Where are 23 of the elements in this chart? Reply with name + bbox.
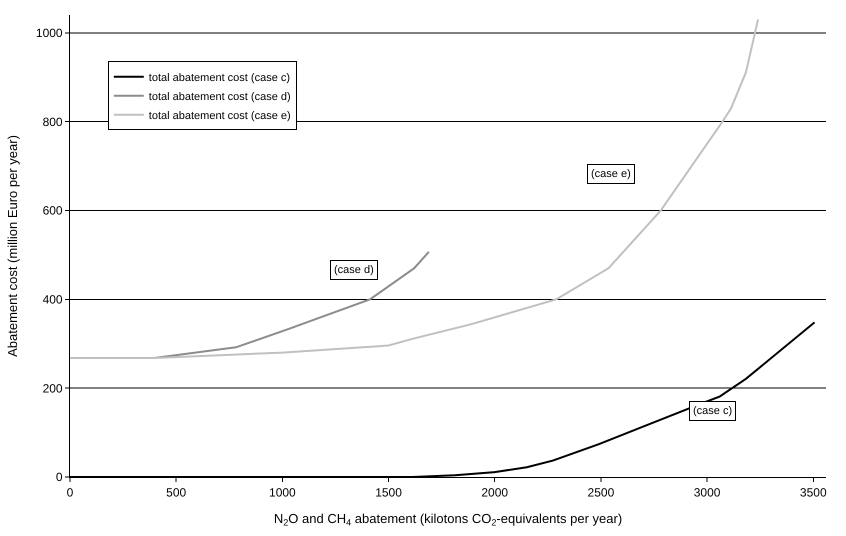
y-tick-label: 600 [42,204,63,218]
x-tick-label: 2000 [481,485,508,500]
y-tick-label: 0 [56,470,63,484]
x-tick-label: 1500 [375,485,402,500]
annotation: (case e) [591,168,631,180]
x-tick-label: 3000 [694,485,721,500]
line-series [70,18,760,359]
y-tick-label: 200 [42,381,63,396]
annotation: (case c) [693,405,732,417]
y-tick-label: 800 [42,114,63,129]
x-tick-label: 2500 [588,485,615,500]
x-tick-label: 0 [66,485,74,500]
legend-label: total abatement cost (case e) [148,110,291,122]
x-axis-title: N$_{2}$O and CH$_{4}$ abatement (kilotons CO$_{2}$-equivalents per year) [274,511,622,528]
x-tick-label: 500 [166,485,187,500]
x-tick-label: 1000 [269,485,296,500]
legend-label: total abatement cost (case d) [148,90,291,103]
y-axis-title: Abatement cost (million Euro per year) [4,135,20,357]
y-tick-label: 1000 [36,26,63,40]
y-tick-label: 400 [42,292,63,307]
x-tick-label: 3500 [800,485,827,500]
legend-label: total abatement cost (case c) [148,72,290,84]
annotation: (case d) [334,264,374,276]
